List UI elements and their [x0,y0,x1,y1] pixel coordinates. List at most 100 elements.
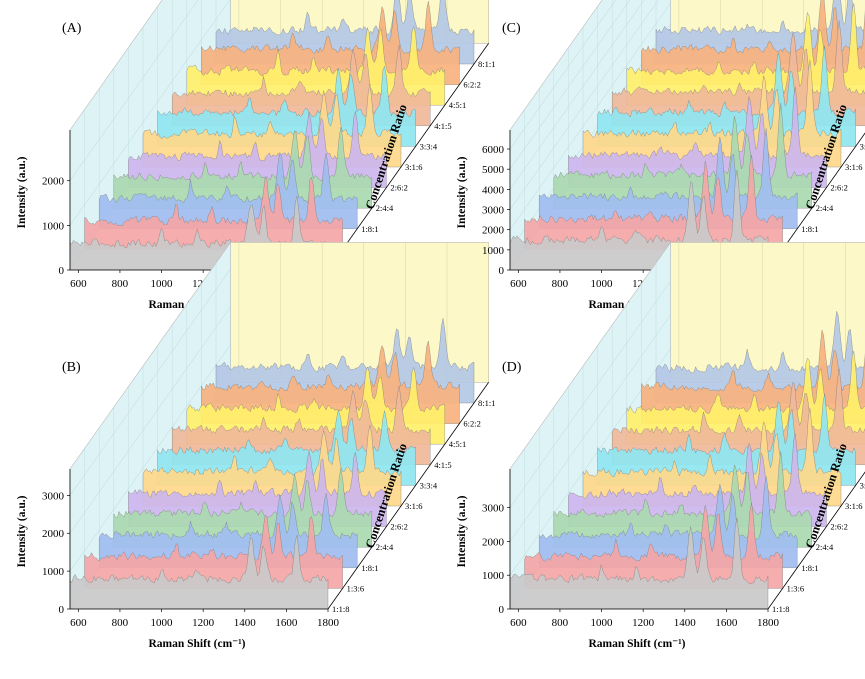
z-axis-line [767,132,865,271]
side-grid-line [69,344,231,572]
ratio-tick-label: 4:1:5 [434,121,451,131]
panel-b: 600 800 1000 1200 1400 1600 1800 0 1000 2000 3000 1… [16,241,495,650]
series-2-4-4 [113,468,372,548]
ratio-tick-label: 4:5:1 [449,439,466,449]
y-axis-title: Intensity (a.u.) [16,156,28,228]
x-tick-label: 800 [552,278,569,290]
series-3-1-6 [142,425,402,507]
series-6-2-2 [201,1,460,85]
side-grid-line [509,280,671,508]
series-2-6-2 [568,433,827,527]
ratio-tick-label: 3:1:6 [405,162,422,172]
y-tick-label: 1000 [42,566,65,578]
series-3-3-4 [157,65,416,147]
ratio-tick-label: 3:3:4 [860,141,865,151]
series-1-1-8 [69,535,329,610]
series-1-3-6 [84,514,343,589]
ratio-tick-label: 2:6:2 [830,183,847,193]
x-tick-label: 1200 [632,617,655,629]
ratio-tick-label: 1:3:6 [347,583,364,593]
side-grid-line [509,0,616,150]
ratio-tick-label: 2:4:4 [376,203,394,213]
ratio-tick-label: 6:2:2 [463,419,480,429]
x-tick-label: 1600 [715,617,738,629]
series-1-3-6 [84,176,343,250]
x-tick-label: 600 [510,278,527,290]
series-3-3-4 [597,393,856,486]
series-2-6-2 [568,86,827,188]
ratio-tick-label: 2:4:4 [816,542,834,552]
series-8-1-1 [215,0,475,65]
side-grid-line [69,0,199,181]
panel-d: 600 800 1000 1200 1400 1600 1800 0 1000 2000 3000 1… [456,241,865,650]
panel-label: (D) [502,360,522,375]
series-1-8-1 [539,128,798,229]
y-tick-label: 2000 [482,536,505,548]
series-4-5-1 [186,25,445,106]
series-4-5-1 [186,366,445,445]
ratio-tick-label: 2:6:2 [390,522,407,532]
series-2-4-4 [553,451,812,548]
x-tick-label: 1400 [234,617,257,629]
panel-label: (B) [62,360,81,375]
y-axis-title: Intensity (a.u.) [456,495,468,567]
side-grid-line [69,306,231,534]
x-tick-label: 1000 [151,617,174,629]
series-3-1-6 [142,83,402,168]
z-axis-line [767,471,865,610]
side-grid-line [69,268,231,496]
series-4-1-5 [612,368,865,465]
x-tick-label: 800 [112,278,129,290]
ratio-tick-label: 2:4:4 [376,542,394,552]
ratio-tick-label: 3:3:4 [420,480,438,490]
x-axis-title: Raman Shift (cm⁻¹) [148,638,245,650]
ratio-tick-label: 3:1:6 [405,501,422,511]
ratio-tick-label: 3:1:6 [845,501,862,511]
side-grid-line [509,0,659,210]
series-3-1-6 [582,60,842,168]
x-tick-label: 1400 [674,617,697,629]
panel-c: 6008001000120014001600180001000200030004… [456,0,865,311]
ratio-tick-label: 4:1:5 [434,460,451,470]
ratio-tick-label: 1:8:1 [801,563,818,573]
side-grid-line [69,0,231,226]
ratio-tick-label: 6:2:2 [463,80,480,90]
series-1-8-1 [99,151,358,229]
y-tick-label: 0 [499,604,505,616]
series-1-8-1 [99,493,358,568]
y-axis-title: Intensity (a.u.) [456,156,468,228]
x-tick-label: 1000 [591,617,614,629]
ratio-tick-label: 2:6:2 [390,183,407,193]
y-tick-label: 4000 [482,184,505,196]
series-1-3-6 [524,154,783,250]
ratio-tick-label: 8:1:1 [478,59,495,69]
y-tick-label: 3000 [482,503,505,515]
x-tick-label: 600 [70,617,87,629]
ratio-tick-label: 3:3:4 [860,480,865,490]
y-tick-label: 3000 [42,490,65,502]
series-3-3-4 [157,409,416,486]
x-axis-title: Raman Shift (cm⁻¹) [588,638,685,650]
z-axis-line [327,43,489,271]
series-2-6-2 [128,451,387,527]
y-axis-title: Intensity (a.u.) [16,495,28,567]
panel-label: (C) [502,21,521,36]
side-grid-line [509,2,671,230]
series-2-6-2 [128,111,387,188]
series-3-1-6 [582,408,842,507]
y-tick-label: 0 [499,265,505,277]
series-4-1-5 [172,44,431,126]
series-3-3-4 [597,45,856,147]
ratio-tick-label: 3:1:6 [845,162,862,172]
ratio-tick-label: 1:8:1 [361,563,378,573]
series-4-1-5 [172,385,431,465]
x-tick-label: 1800 [317,617,340,629]
y-tick-label: 2000 [42,528,65,540]
x-tick-label: 600 [510,617,527,629]
series-2-4-4 [553,103,812,209]
series-2-4-4 [113,127,372,209]
x-tick-label: 1600 [275,617,298,629]
x-tick-label: 800 [552,617,569,629]
x-tick-label: 1800 [757,617,780,629]
